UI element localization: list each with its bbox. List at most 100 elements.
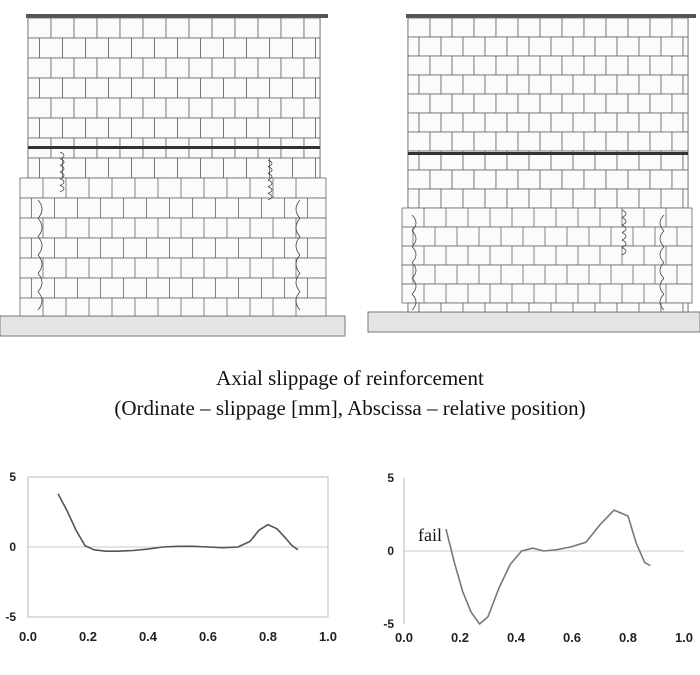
brick <box>200 157 224 179</box>
brick <box>39 77 63 99</box>
brick <box>671 131 689 152</box>
brick <box>550 302 574 313</box>
damage-contour <box>621 224 627 233</box>
brick <box>131 77 155 99</box>
brick <box>473 131 497 152</box>
brick <box>295 297 327 317</box>
x-tick-label: 1.0 <box>675 630 693 645</box>
brick <box>440 188 464 209</box>
brick <box>528 302 552 313</box>
brick <box>27 97 52 119</box>
brick <box>246 37 270 59</box>
brick <box>295 257 327 279</box>
brick <box>638 36 662 57</box>
brick <box>119 57 144 79</box>
brick <box>280 57 305 79</box>
brick <box>27 57 52 79</box>
brick <box>407 93 431 114</box>
brick <box>462 74 486 95</box>
brick <box>292 37 316 59</box>
loading-plate <box>26 14 328 18</box>
damage-contour <box>659 262 665 279</box>
brick <box>462 36 486 57</box>
brick <box>295 217 327 239</box>
brick <box>429 131 453 152</box>
foundation-slab <box>0 315 346 337</box>
brick <box>177 37 201 59</box>
brick <box>462 302 486 313</box>
brick <box>660 302 684 313</box>
brick <box>605 169 629 190</box>
x-tick-label: 0.6 <box>199 629 217 644</box>
brick <box>451 17 475 38</box>
brick <box>594 302 618 313</box>
brick <box>676 264 693 285</box>
brick <box>50 57 75 79</box>
damage-contour <box>59 184 65 193</box>
brick <box>62 157 86 179</box>
brick <box>211 57 236 79</box>
brick <box>211 97 236 119</box>
brick <box>407 36 420 57</box>
brick <box>85 117 109 139</box>
brick <box>561 169 585 190</box>
damage-contour <box>37 273 43 292</box>
damage-contour <box>295 273 301 292</box>
brick <box>495 55 519 76</box>
brick <box>429 93 453 114</box>
brick <box>407 112 420 133</box>
damage-contour <box>411 293 417 311</box>
brick <box>528 74 552 95</box>
brick <box>451 55 475 76</box>
brick <box>665 207 693 228</box>
brick <box>605 17 629 38</box>
brick <box>594 74 618 95</box>
x-tick-label: 0.0 <box>19 629 37 644</box>
damage-contour <box>411 262 417 279</box>
brick <box>671 17 689 38</box>
brick <box>269 77 293 99</box>
brick <box>682 112 689 133</box>
brick <box>616 74 640 95</box>
x-tick-label: 1.0 <box>319 629 337 644</box>
brick <box>539 169 563 190</box>
brick <box>50 97 75 119</box>
brick <box>200 37 224 59</box>
brick <box>96 17 121 39</box>
brick <box>188 17 213 39</box>
brick <box>315 157 321 179</box>
brick <box>73 57 98 79</box>
brick <box>484 74 508 95</box>
damage-contour <box>295 236 301 256</box>
brick <box>108 157 132 179</box>
brick <box>269 37 293 59</box>
brick <box>418 74 442 95</box>
brick <box>234 57 259 79</box>
brick <box>85 157 109 179</box>
brick <box>638 112 662 133</box>
brick <box>539 93 563 114</box>
brick <box>561 55 585 76</box>
brick <box>39 157 63 179</box>
brick <box>484 302 508 313</box>
brick <box>154 77 178 99</box>
brick <box>616 36 640 57</box>
brick <box>627 17 651 38</box>
damage-contour <box>37 291 43 311</box>
brick <box>407 17 431 38</box>
brick <box>177 77 201 99</box>
damage-contour <box>295 218 301 237</box>
brick <box>131 117 155 139</box>
brick <box>407 302 420 313</box>
brick <box>407 131 431 152</box>
brick <box>269 117 293 139</box>
brick <box>188 57 213 79</box>
brick <box>62 37 86 59</box>
brick <box>671 93 689 114</box>
brick <box>638 74 662 95</box>
damage-contour <box>621 209 627 218</box>
brick <box>307 277 327 299</box>
brick <box>649 169 673 190</box>
damage-contour <box>621 239 627 248</box>
